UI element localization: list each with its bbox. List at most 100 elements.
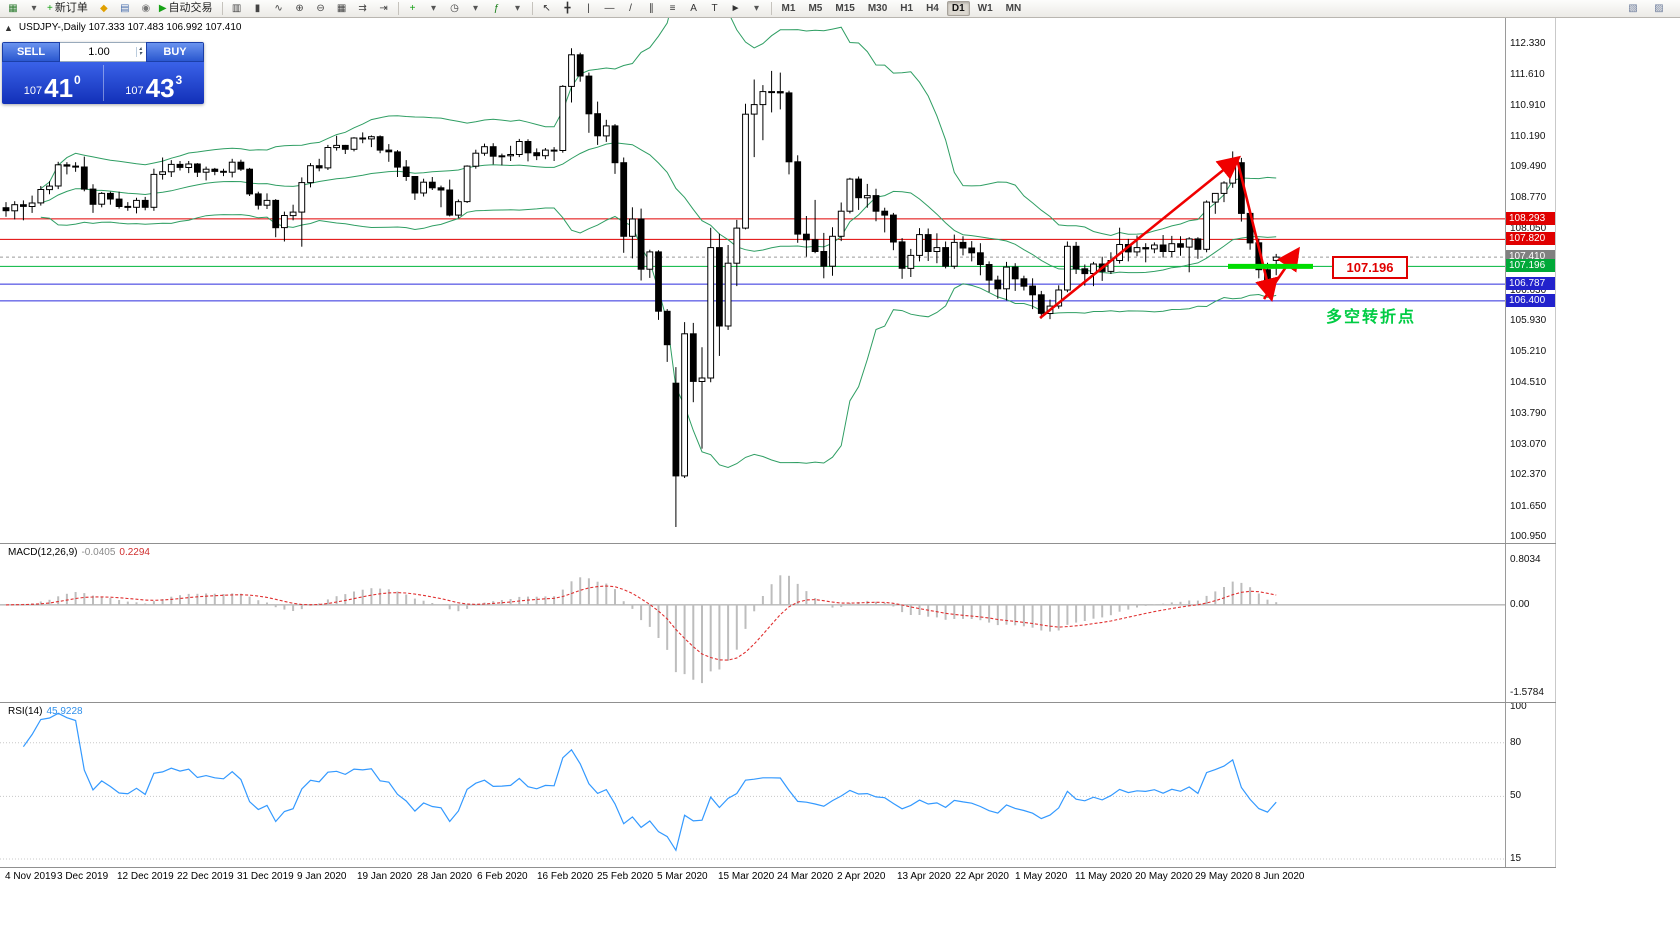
indicators-dropdown-icon: ▾ (515, 2, 521, 14)
chart-window-icon-2[interactable]: ▨ (1654, 2, 1664, 14)
new-chart-icon[interactable]: ▦ (3, 1, 23, 16)
zoom-in-icon[interactable]: ⊕ (290, 1, 310, 16)
new-window-icon[interactable]: + (403, 1, 423, 16)
volume-spinner[interactable]: ▴ ▾ (135, 46, 144, 57)
timeframe-mn[interactable]: MN (1005, 3, 1022, 14)
date-label: 9 Jan 2020 (297, 871, 347, 882)
arrows-tool-icon: ► (730, 2, 741, 14)
line-chart-icon[interactable]: ∿ (269, 1, 289, 16)
date-label: 15 Mar 2020 (718, 871, 775, 882)
rsi-canvas[interactable] (0, 703, 1505, 867)
sell-price-display[interactable]: 107 41 0 (2, 62, 103, 104)
volume-value[interactable]: 1.00 (88, 46, 110, 58)
macd-canvas[interactable] (0, 544, 1505, 702)
indicators-icon[interactable]: ƒ (487, 1, 507, 16)
vertical-line-icon[interactable]: | (579, 1, 599, 16)
price-tag-106.787: 106.787 (1506, 277, 1555, 291)
equidistant-channel-icon[interactable]: ∥ (642, 1, 662, 16)
arrows-dropdown-icon[interactable]: ▾ (747, 1, 767, 16)
new-order-icon: + (47, 2, 53, 14)
timeframe-d1[interactable]: D1 (946, 1, 970, 16)
rsi-axis-tick: 100 (1510, 701, 1527, 712)
fibonacci-icon[interactable]: ≡ (663, 1, 683, 16)
new-window-dropdown-icon[interactable]: ▾ (424, 1, 444, 16)
chart-window-icon-1[interactable]: ▧ (1628, 2, 1638, 14)
buy-price-big: 43 (145, 73, 175, 103)
rsi-panel[interactable] (0, 703, 1505, 867)
zoom-out-icon[interactable]: ⊖ (311, 1, 331, 16)
price-tick: 100.950 (1510, 530, 1547, 542)
toolbar-separator (221, 2, 223, 15)
price-tag-106.400: 106.400 (1506, 293, 1555, 307)
periods-dropdown-icon: ▾ (473, 2, 479, 14)
indicators-dropdown-icon[interactable]: ▾ (508, 1, 528, 16)
timeframe-h1[interactable]: H1 (900, 3, 914, 14)
macd-panel[interactable] (0, 544, 1505, 702)
auto-scroll-icon[interactable]: ⇉ (353, 1, 373, 16)
periods-dropdown-icon[interactable]: ▾ (466, 1, 486, 16)
timeframe-w1[interactable]: W1 (977, 3, 993, 14)
bar-chart-icon: ▥ (231, 2, 242, 14)
profiles-dropdown-icon[interactable]: ▾ (24, 1, 44, 16)
market-watch-icon[interactable]: ▤ (115, 1, 135, 16)
data-window-icon[interactable]: ◉ (136, 1, 156, 16)
text-icon: A (690, 2, 697, 14)
sell-button[interactable]: SELL (2, 42, 60, 62)
new-order-button[interactable]: + 新订单 (45, 1, 93, 16)
macd-splitter[interactable] (0, 543, 1556, 544)
timeframe-m30[interactable]: M30 (867, 3, 888, 14)
buy-price-sup: 3 (175, 73, 183, 87)
timeframe-m5[interactable]: M5 (808, 3, 823, 14)
rsi-label: RSI(14) 45.9228 (8, 706, 83, 717)
timeframe-m1[interactable]: M1 (781, 3, 796, 14)
one-click-toggle-icon[interactable]: ▲ (4, 22, 13, 33)
spinner-down-icon[interactable]: ▾ (138, 51, 142, 57)
arrows-dropdown-icon: ▾ (754, 2, 760, 14)
time-scale[interactable]: 4 Nov 2019 3 Dec 2019 12 Dec 2019 22 Dec 20… (0, 868, 1556, 886)
date-label: 12 Dec 2019 (117, 871, 174, 882)
price-tick: 101.650 (1510, 500, 1547, 512)
chart-shift-icon[interactable]: ⇥ (374, 1, 394, 16)
timeframe-h4[interactable]: H4 (926, 3, 939, 14)
cursor-icon[interactable]: ↖ (537, 1, 557, 16)
price-callout-107196[interactable]: 107.196 (1332, 256, 1408, 279)
arrows-tool-icon[interactable]: ► (726, 1, 746, 16)
price-chart-canvas[interactable] (0, 18, 1505, 543)
buy-price-display[interactable]: 107 43 3 (104, 62, 205, 104)
price-tick: 105.930 (1510, 315, 1547, 327)
price-tick: 103.070 (1510, 439, 1547, 451)
crosshair-icon[interactable]: ╋ (558, 1, 578, 16)
candles-layer (2, 48, 1280, 527)
candlestick-chart-icon[interactable]: ▮ (248, 1, 268, 16)
text-icon[interactable]: A (684, 1, 704, 16)
date-label: 25 Feb 2020 (597, 871, 654, 882)
macd-histogram-layer (13, 575, 1278, 684)
metaeditor-icon[interactable]: ◆ (94, 1, 114, 16)
periods-icon[interactable]: ◷ (445, 1, 465, 16)
one-click-trading-panel: SELL 1.00 ▴ ▾ BUY 107 41 0 107 43 3 (2, 42, 204, 104)
date-label: 11 May 2020 (1075, 871, 1133, 882)
trendline-icon[interactable]: / (621, 1, 641, 16)
timeframe-m15[interactable]: M15 (835, 3, 855, 14)
rsi-axis-tick: 50 (1510, 790, 1522, 802)
date-label: 6 Feb 2020 (477, 871, 528, 882)
buy-button[interactable]: BUY (146, 42, 204, 62)
trend-arrow-3[interactable] (1262, 246, 1300, 300)
text-label-icon[interactable]: T (705, 1, 725, 16)
tile-windows-icon[interactable]: ▦ (332, 1, 352, 16)
volume-field[interactable]: 1.00 ▴ ▾ (60, 42, 146, 62)
trend-arrow-1[interactable] (1039, 155, 1242, 320)
main-chart-panel[interactable] (0, 18, 1505, 543)
price-tag-107.196: 107.196 (1506, 259, 1555, 273)
horizontal-line-icon[interactable]: — (600, 1, 620, 16)
bar-chart-icon[interactable]: ▥ (227, 1, 247, 16)
sell-price-big: 41 (44, 73, 74, 103)
auto-trading-button[interactable]: ▶ 自动交易 (157, 1, 218, 16)
toolbar-separator (770, 2, 772, 15)
price-tick: 112.330 (1510, 38, 1546, 49)
rsi-splitter[interactable] (0, 702, 1556, 703)
date-label: 19 Jan 2020 (357, 871, 413, 882)
spinner-up-icon[interactable]: ▴ (138, 46, 142, 52)
trend-arrow-2[interactable] (1235, 158, 1279, 303)
price-scale[interactable]: 112.330 111.610 110.910 110.190 109.490 108.7… (1505, 18, 1556, 885)
